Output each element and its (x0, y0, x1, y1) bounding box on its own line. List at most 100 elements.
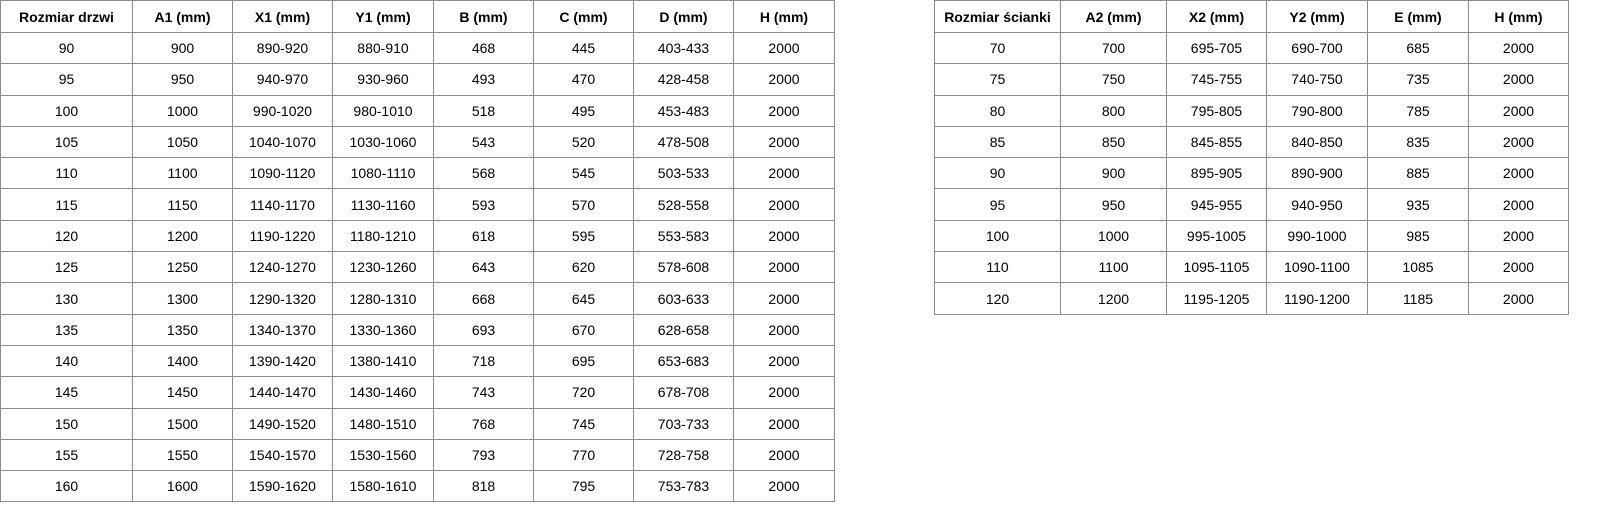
table-cell: 890-920 (232, 31, 333, 65)
column-header: X1 (mm) (232, 0, 333, 33)
table-cell: 1430-1460 (332, 376, 434, 409)
table-cell: 1190-1220 (232, 219, 333, 253)
table-cell: 990-1000 (1266, 219, 1368, 253)
table-cell: 2000 (733, 313, 835, 346)
column-header: Y2 (mm) (1266, 0, 1368, 33)
table-cell: 570 (533, 188, 634, 221)
table-cell: 1150 (132, 188, 233, 221)
table-cell: 950 (1060, 188, 1167, 221)
table-cell: 603-633 (633, 282, 734, 315)
column-header: Rozmiar ścianki (934, 0, 1061, 33)
table-cell: 768 (433, 407, 534, 440)
table-cell: 593 (433, 188, 534, 221)
table-cell: 95 (934, 188, 1061, 221)
table-cell: 428-458 (633, 63, 734, 96)
table-cell: 1000 (132, 94, 233, 127)
table-cell: 2000 (733, 344, 835, 378)
table-row: 95 950 940-970 930-960 493 470 428-458 2000 (0, 63, 835, 96)
table-cell: 695 (533, 344, 634, 378)
table-cell: 995-1005 (1166, 219, 1267, 253)
table-cell: 800 (1060, 94, 1167, 127)
column-header: X2 (mm) (1166, 0, 1267, 33)
table-cell: 595 (533, 219, 634, 253)
table-cell: 1530-1560 (332, 438, 434, 472)
table-cell: 1130-1160 (332, 188, 434, 221)
table-cell: 2000 (733, 157, 835, 190)
table-cell: 518 (433, 94, 534, 127)
column-header: E (mm) (1367, 0, 1469, 33)
table-cell: 1490-1520 (232, 407, 333, 440)
table-cell: 568 (433, 157, 534, 190)
table-cell: 145 (0, 376, 133, 409)
table-row: 90 900 890-920 880-910 468 445 403-433 2000 (0, 31, 835, 65)
column-header: Rozmiar drzwi (0, 0, 133, 33)
table-cell: 618 (433, 219, 534, 253)
table-row: 75 750 745-755 740-750 735 2000 (934, 63, 1569, 96)
table-cell: 578-608 (633, 251, 734, 284)
table-cell: 840-850 (1266, 125, 1368, 159)
table-cell: 470 (533, 63, 634, 96)
table-cell: 75 (934, 63, 1061, 96)
table-row: 120 1200 1195-1205 1190-1200 1185 2000 (934, 282, 1569, 315)
table-cell: 1250 (132, 251, 233, 284)
table-cell: 845-855 (1166, 125, 1267, 159)
table-row: 70 700 695-705 690-700 685 2000 (934, 31, 1569, 65)
table-cell: 520 (533, 125, 634, 159)
table-cell: 1500 (132, 407, 233, 440)
table-cell: 785 (1367, 94, 1469, 127)
table-cell: 2000 (733, 376, 835, 409)
table-cell: 2000 (733, 63, 835, 96)
table-cell: 120 (0, 219, 133, 253)
table-cell: 403-433 (633, 31, 734, 65)
table-cell: 1340-1370 (232, 313, 333, 346)
table-cell: 110 (934, 251, 1061, 284)
table-cell: 940-950 (1266, 188, 1368, 221)
table-cell: 1030-1060 (332, 125, 434, 159)
table-cell: 1440-1470 (232, 376, 333, 409)
table-cell: 940-970 (232, 63, 333, 96)
table-row: 145 1450 1440-1470 1430-1460 743 720 678-708 20… (0, 376, 835, 409)
table-cell: 2000 (1468, 157, 1569, 190)
table-cell: 495 (533, 94, 634, 127)
table-cell: 668 (433, 282, 534, 315)
table-cell: 1100 (1060, 251, 1167, 284)
table-cell: 543 (433, 125, 534, 159)
column-header: H (mm) (1468, 0, 1569, 33)
table-row: 150 1500 1490-1520 1480-1510 768 745 703-733 20… (0, 407, 835, 440)
table-cell: 1550 (132, 438, 233, 472)
table-cell: 1330-1360 (332, 313, 434, 346)
table-cell: 753-783 (633, 470, 734, 503)
table-cell: 135 (0, 313, 133, 346)
table-cell: 628-658 (633, 313, 734, 346)
table-cell: 818 (433, 470, 534, 503)
table-cell: 155 (0, 438, 133, 472)
table-cell: 2000 (733, 282, 835, 315)
table-cell: 160 (0, 470, 133, 503)
table-cell: 2000 (733, 188, 835, 221)
table-cell: 1090-1100 (1266, 251, 1368, 284)
table-cell: 935 (1367, 188, 1469, 221)
table-header-row: Rozmiar drzwi A1 (mm) X1 (mm) Y1 (mm) B (mm)… (0, 0, 835, 33)
table-cell: 70 (934, 31, 1061, 65)
table-cell: 678-708 (633, 376, 734, 409)
table-cell: 685 (1367, 31, 1469, 65)
table-cell: 1350 (132, 313, 233, 346)
table-cell: 1580-1610 (332, 470, 434, 503)
table-cell: 1240-1270 (232, 251, 333, 284)
table-cell: 445 (533, 31, 634, 65)
table-cell: 90 (934, 157, 1061, 190)
table-cell: 105 (0, 125, 133, 159)
table-cell: 745 (533, 407, 634, 440)
table-cell: 930-960 (332, 63, 434, 96)
table-cell: 110 (0, 157, 133, 190)
table-cell: 900 (132, 31, 233, 65)
table-cell: 1200 (1060, 282, 1167, 315)
table-cell: 90 (0, 31, 133, 65)
table-cell: 1185 (1367, 282, 1469, 315)
table-cell: 115 (0, 188, 133, 221)
table-cell: 1050 (132, 125, 233, 159)
table-cell: 493 (433, 63, 534, 96)
table-cell: 553-583 (633, 219, 734, 253)
column-header: C (mm) (533, 0, 634, 33)
table-row: 140 1400 1390-1420 1380-1410 718 695 653-683 20… (0, 344, 835, 378)
